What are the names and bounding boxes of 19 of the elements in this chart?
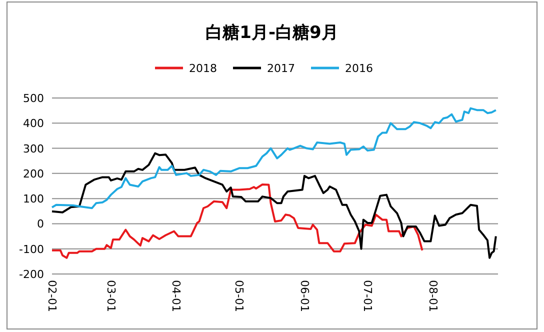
y-tick-label: -100 <box>19 242 44 256</box>
y-tick-label: 0 <box>37 218 44 231</box>
chart-title: 白糖1月-白糖9月 <box>206 23 338 43</box>
y-tick-label: 200 <box>23 167 44 180</box>
x-tick-label: 04-01 <box>170 280 183 312</box>
y-tick-label: 400 <box>23 117 44 130</box>
legend-label: 2016 <box>345 62 373 75</box>
x-tick-label: 02-01 <box>46 280 58 312</box>
legend-label: 2018 <box>189 62 217 75</box>
x-tick-label: 05-01 <box>232 280 246 312</box>
x-tick-label: 08-01 <box>426 280 440 312</box>
y-tick-label: 500 <box>23 92 44 105</box>
x-tick-label: 03-01 <box>104 280 118 312</box>
y-tick-label: -200 <box>19 268 44 281</box>
y-tick-label: 300 <box>23 142 44 156</box>
x-tick-label: 07-01 <box>361 280 374 312</box>
y-tick-label: 100 <box>23 192 44 206</box>
x-tick-label: 06-01 <box>298 280 311 312</box>
legend-label: 2017 <box>267 62 295 75</box>
